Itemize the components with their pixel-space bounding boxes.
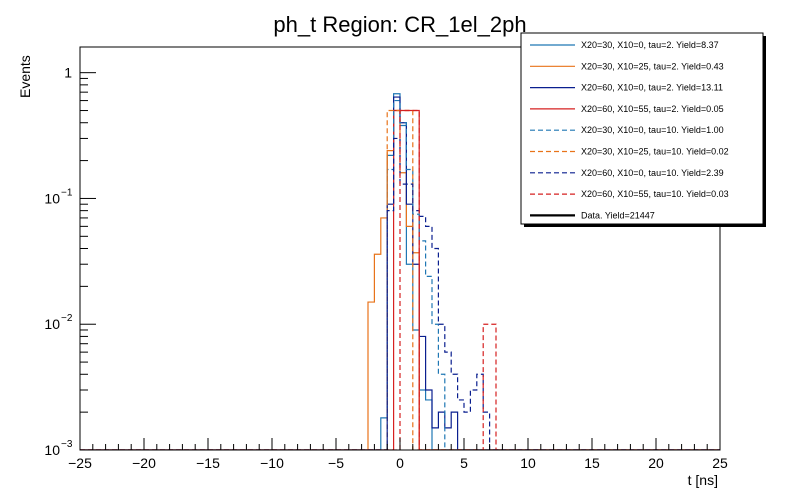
legend-entry-label: X20=60, X10=0, tau=2. Yield=13.11 — [581, 83, 723, 93]
x-tick-label: 15 — [584, 455, 600, 471]
x-tick-label: −20 — [132, 455, 156, 471]
chart-title: ph_t Region: CR_1el_2ph — [273, 12, 526, 37]
y-tick-exponent: −2 — [61, 313, 73, 324]
legend-entry-label: X20=60, X10=55, tau=10. Yield=0.03 — [581, 189, 729, 199]
y-tick-label: 10 — [44, 442, 60, 458]
legend-entry-label: Data. Yield=21447 — [581, 210, 655, 220]
x-tick-label: 25 — [712, 455, 728, 471]
x-tick-label: −10 — [260, 455, 284, 471]
x-tick-label: −25 — [68, 455, 92, 471]
x-tick-label: 20 — [648, 455, 664, 471]
x-tick-label: −5 — [328, 455, 344, 471]
legend-entry-label: X20=60, X10=55, tau=2. Yield=0.05 — [581, 104, 724, 114]
series-line-7 — [80, 137, 720, 450]
x-axis-label: t [ns] — [688, 472, 718, 488]
series-line-2 — [80, 109, 720, 450]
legend-entry-label: X20=60, X10=0, tau=10. Yield=2.39 — [581, 168, 724, 178]
x-tick-label: −15 — [196, 455, 220, 471]
series-layer — [80, 93, 720, 450]
legend-entry-label: X20=30, X10=0, tau=2. Yield=8.37 — [581, 40, 719, 50]
series-line-8 — [80, 109, 720, 450]
legend-entry-label: X20=30, X10=25, tau=10. Yield=0.02 — [581, 147, 729, 157]
x-tick-label: 0 — [396, 455, 404, 471]
y-axis-label: Events — [17, 55, 33, 98]
legend-box — [520, 32, 764, 225]
y-tick-label: 10 — [44, 190, 60, 206]
legend-entry-label: X20=30, X10=0, tau=10. Yield=1.00 — [581, 125, 724, 135]
legend-entry-label: X20=30, X10=25, tau=2. Yield=0.43 — [581, 61, 724, 71]
y-tick-label: 1 — [64, 65, 72, 81]
y-tick-exponent: −1 — [61, 187, 73, 198]
y-tick-exponent: −3 — [61, 439, 73, 450]
x-tick-label: 10 — [520, 455, 536, 471]
x-tick-label: 5 — [460, 455, 468, 471]
y-tick-label: 10 — [44, 316, 60, 332]
series-line-5 — [80, 99, 720, 450]
legend: X20=30, X10=0, tau=2. Yield=8.37 X20=30, … — [520, 32, 766, 227]
